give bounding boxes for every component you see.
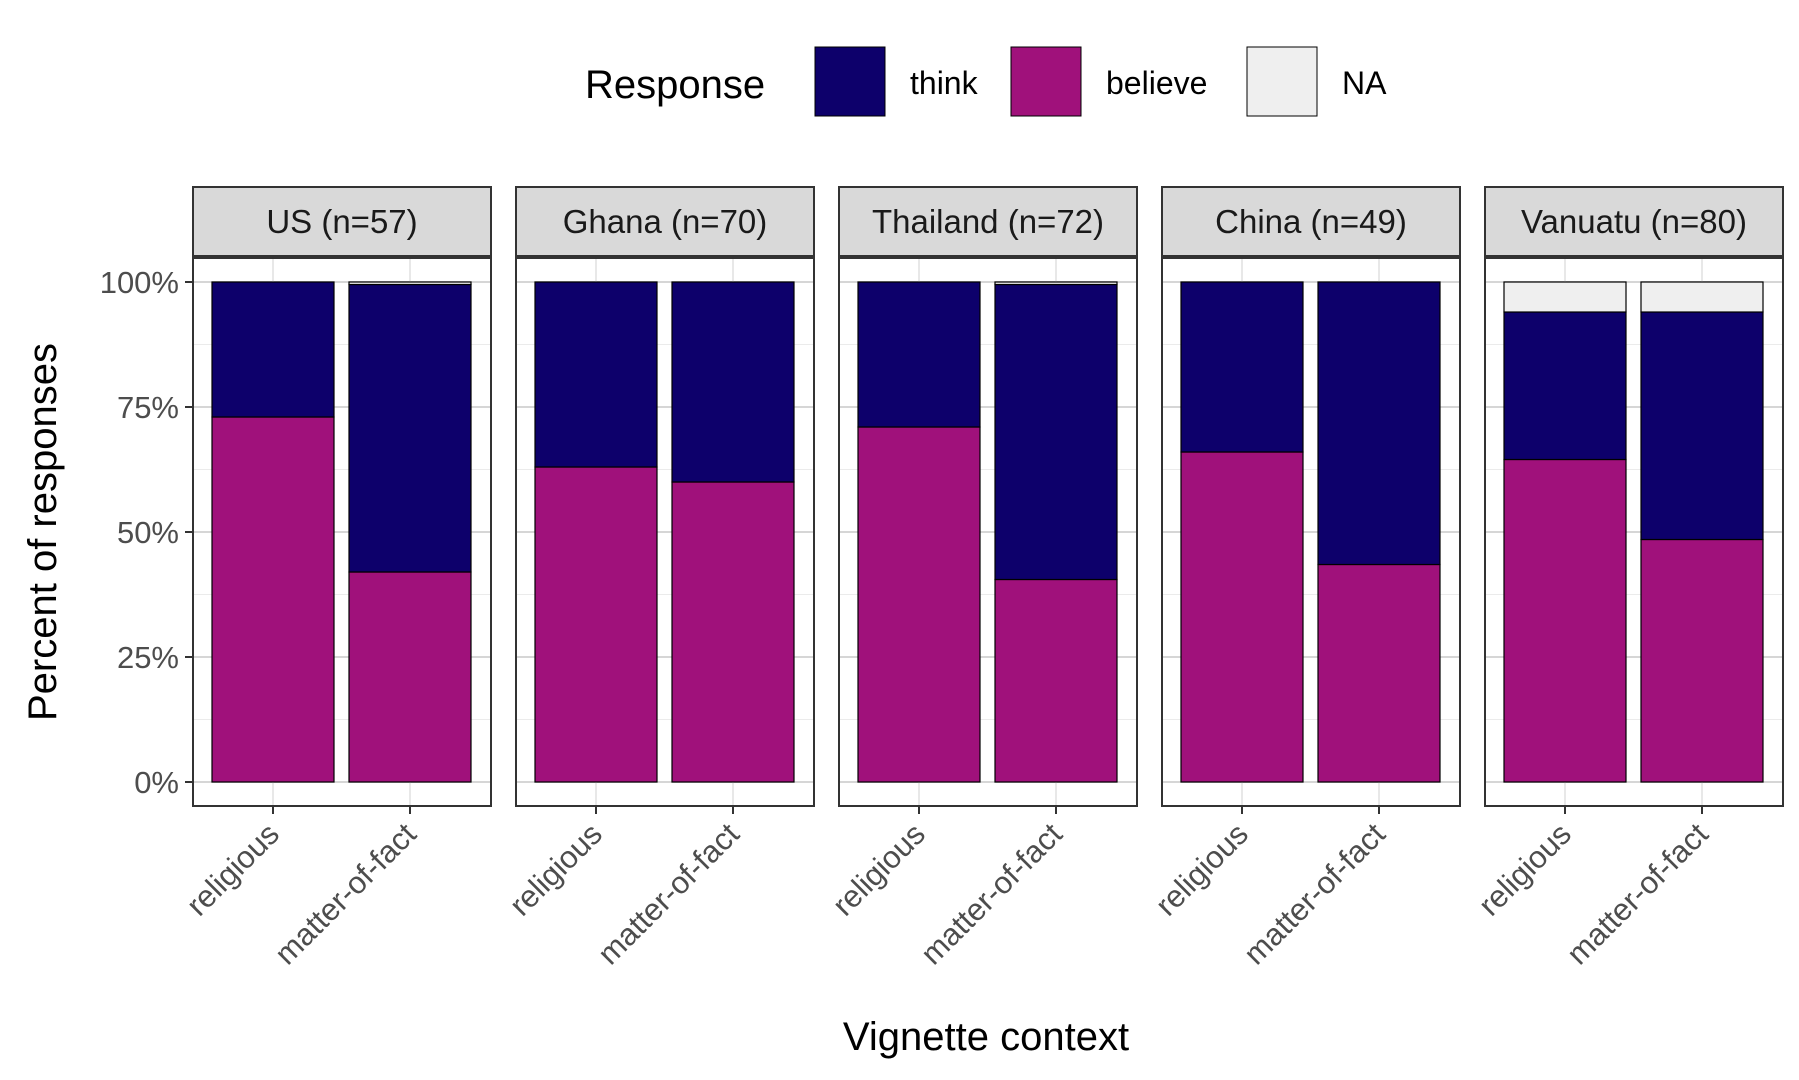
bar-segment-think <box>1180 281 1304 453</box>
facet-strip <box>838 186 1138 257</box>
bar-segment-think <box>534 281 658 468</box>
y-tick-label: 50% <box>117 515 179 550</box>
y-axis-title: Percent of responses <box>21 343 65 721</box>
y-tick-label: 75% <box>117 390 179 425</box>
bar-segment-think <box>994 283 1118 581</box>
bar-segment-na <box>348 281 472 286</box>
bar-segment-believe <box>211 416 335 783</box>
bar-segment-believe <box>1317 563 1441 783</box>
facet-strip <box>1161 186 1461 257</box>
bar-segment-believe <box>857 426 981 783</box>
facet-strip-label: China (n=49) <box>1215 203 1407 240</box>
bar-segment-na <box>1503 281 1627 313</box>
panel-border <box>1161 257 1461 807</box>
legend-key-think <box>814 46 886 117</box>
bar-segment-na <box>994 281 1118 286</box>
bar-segment-think <box>1503 311 1627 461</box>
bar-segment-believe <box>1180 451 1304 783</box>
bar-segment-believe <box>1503 458 1627 783</box>
facet-strip-label: US (n=57) <box>266 203 417 240</box>
legend-key-believe <box>1010 46 1082 117</box>
bar-segment-think <box>1317 281 1441 566</box>
bar-segment-think <box>348 283 472 573</box>
legend: Response think believe NA <box>585 46 1387 117</box>
bar-segment-believe <box>994 578 1118 783</box>
legend-label-believe: believe <box>1106 65 1207 101</box>
bar-segment-think <box>671 281 795 483</box>
facet-strip <box>1484 186 1784 257</box>
facet-strip-label: Vanuatu (n=80) <box>1521 203 1747 240</box>
bar-segment-believe <box>1640 538 1764 783</box>
y-axis: 0% 25% 50% 75% 100% <box>100 265 193 800</box>
bar-segment-na <box>1640 281 1764 313</box>
legend-label-na: NA <box>1342 65 1387 101</box>
legend-title: Response <box>585 63 765 107</box>
y-tick-label: 100% <box>100 265 179 300</box>
panel-border <box>515 257 815 807</box>
facet-strip-label: Ghana (n=70) <box>563 203 768 240</box>
legend-key-na <box>1246 46 1318 117</box>
bar-segment-think <box>1640 311 1764 541</box>
bar-segment-believe <box>671 481 795 783</box>
legend-items: think believe NA <box>814 46 1387 117</box>
panel-border <box>838 257 1138 807</box>
x-axis-title: Vignette context <box>843 1015 1129 1059</box>
bar-segment-think <box>857 281 981 428</box>
y-tick-label: 25% <box>117 640 179 675</box>
bar-segment-think <box>211 281 335 418</box>
panel-border <box>1484 257 1784 807</box>
bar-segment-believe <box>534 466 658 783</box>
facet-strip <box>192 186 492 257</box>
bar-segment-believe <box>348 571 472 783</box>
facet-strip <box>515 186 815 257</box>
y-tick-label: 0% <box>134 765 179 800</box>
legend-label-think: think <box>910 65 979 101</box>
facet-strip-label: Thailand (n=72) <box>872 203 1104 240</box>
